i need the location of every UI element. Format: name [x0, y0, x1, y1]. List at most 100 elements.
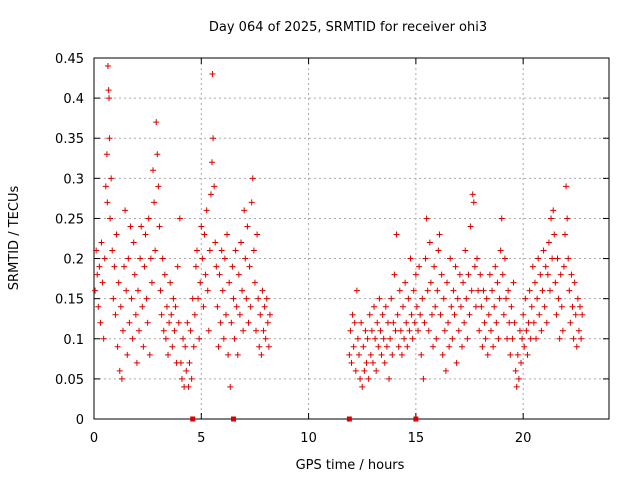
data-point [183, 367, 190, 374]
data-point [139, 303, 146, 310]
data-point [251, 279, 258, 286]
data-point [430, 343, 437, 350]
data-point [171, 327, 178, 334]
data-point [236, 311, 243, 318]
data-point [132, 311, 139, 318]
data-point [178, 375, 185, 382]
data-point [117, 303, 124, 310]
data-point [409, 335, 416, 342]
data-point [133, 359, 140, 366]
data-point [156, 223, 163, 230]
data-point [198, 223, 205, 230]
data-point [357, 375, 364, 382]
data-point [446, 343, 453, 350]
data-point [440, 295, 447, 302]
data-point [567, 319, 574, 326]
data-point [187, 327, 194, 334]
data-point [555, 295, 562, 302]
data-point [431, 263, 438, 270]
y-tick-label: 0.35 [55, 132, 84, 147]
data-point [264, 319, 271, 326]
data-point [130, 239, 137, 246]
data-point [148, 279, 155, 286]
data-point [349, 311, 356, 318]
x-tick-label: 20 [515, 431, 532, 446]
data-point [176, 215, 183, 222]
data-point [537, 271, 544, 278]
data-point [490, 343, 497, 350]
data-point [478, 303, 485, 310]
data-point [104, 199, 111, 206]
data-point [497, 247, 504, 254]
data-point [433, 335, 440, 342]
data-point [365, 375, 372, 382]
data-point [137, 255, 144, 262]
data-point [543, 319, 550, 326]
data-point [367, 351, 374, 358]
data-point [455, 327, 462, 334]
x-tick-label: 15 [408, 431, 425, 446]
data-point [503, 295, 509, 302]
data-point [396, 287, 403, 294]
data-point [157, 287, 164, 294]
data-point [516, 327, 523, 334]
data-point [100, 335, 107, 342]
data-point [568, 271, 575, 278]
data-point [107, 215, 114, 222]
data-point [500, 311, 507, 318]
data-point [125, 255, 132, 262]
data-point [539, 287, 546, 294]
data-point [188, 375, 195, 382]
data-point [404, 343, 411, 350]
data-point [142, 231, 149, 238]
data-point [398, 351, 405, 358]
data-point [239, 287, 246, 294]
data-point [529, 263, 536, 270]
data-point [464, 335, 471, 342]
data-point [147, 255, 154, 262]
data-point [350, 343, 357, 350]
data-point [549, 255, 556, 262]
data-point [151, 199, 158, 206]
data-point [544, 271, 551, 278]
data-point [416, 263, 423, 270]
data-point [348, 359, 355, 366]
data-point [453, 359, 460, 366]
data-point [126, 319, 133, 326]
data-point [200, 303, 207, 310]
data-point [432, 303, 439, 310]
data-point [263, 295, 270, 302]
data-point [379, 311, 386, 318]
data-point [463, 295, 470, 302]
data-point [411, 319, 418, 326]
data-point [347, 327, 354, 334]
data-point [485, 311, 492, 318]
data-point [207, 191, 214, 198]
data-point [197, 279, 204, 286]
data-point [163, 303, 170, 310]
data-point [570, 335, 577, 342]
data-point [452, 263, 459, 270]
data-point [241, 207, 248, 214]
data-point [538, 327, 545, 334]
data-point [462, 247, 469, 254]
data-point [522, 295, 529, 302]
data-point [480, 287, 487, 294]
data-point [161, 271, 168, 278]
data-point [380, 335, 387, 342]
data-point [352, 367, 359, 374]
data-point [174, 263, 181, 270]
data-point [492, 263, 499, 270]
data-point [168, 311, 175, 318]
data-point [550, 207, 557, 214]
data-point [577, 303, 584, 310]
data-point [190, 343, 197, 350]
data-point [511, 319, 518, 326]
data-point [248, 199, 255, 206]
data-point [520, 311, 527, 318]
data-point [124, 351, 131, 358]
data-point [364, 335, 371, 342]
data-point [475, 287, 482, 294]
data-point [210, 135, 217, 142]
data-point [131, 271, 138, 278]
